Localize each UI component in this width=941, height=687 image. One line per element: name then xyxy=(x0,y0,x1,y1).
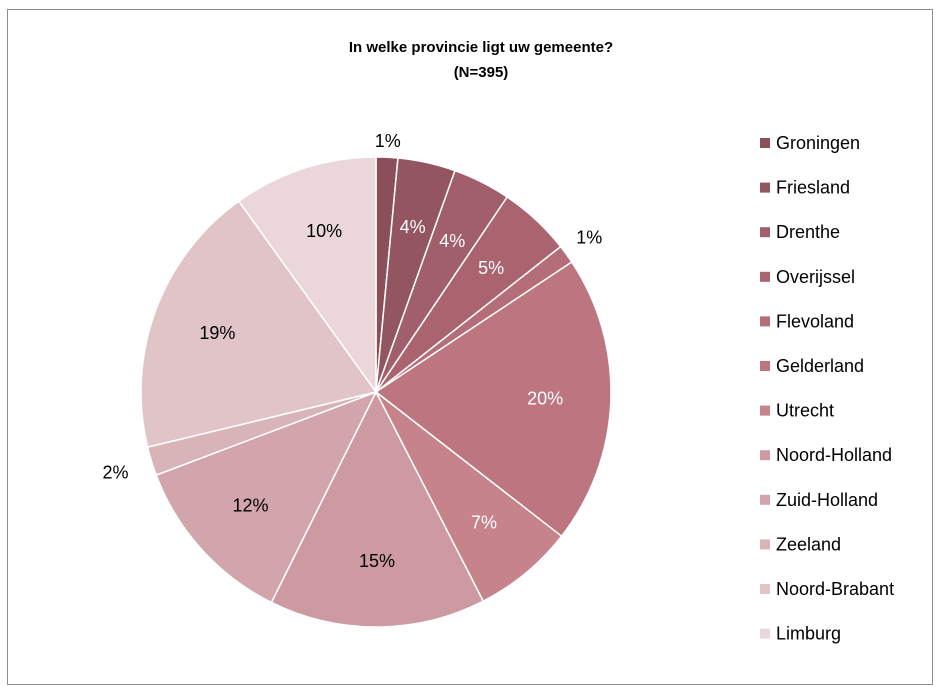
legend-swatch-drenthe xyxy=(760,227,770,238)
legend-label-friesland: Friesland xyxy=(776,178,850,198)
legend: Groningen Friesland Drenthe Overijssel Flevo… xyxy=(760,133,894,644)
legend-label-drenthe: Drenthe xyxy=(776,222,840,242)
legend-label-overijssel: Overijssel xyxy=(776,267,855,287)
chart-title: In welke provincie ligt uw gemeente? xyxy=(349,39,613,56)
legend-swatch-gelderland xyxy=(760,361,770,371)
legend-swatch-noord-holland xyxy=(760,450,770,461)
chart-subtitle: (N=395) xyxy=(454,64,509,81)
pie-slice-zuid-holland xyxy=(155,390,378,604)
slice-label-groningen: 1% xyxy=(375,131,401,151)
legend-label-limburg: Limburg xyxy=(776,624,841,644)
pie-slices xyxy=(140,156,612,628)
slice-label-noord-holland: 15% xyxy=(359,551,395,571)
legend-swatch-groningen xyxy=(760,138,770,148)
slice-label-overijssel: 5% xyxy=(478,258,504,278)
legend-swatch-overijssel xyxy=(760,271,770,282)
pie-slice-gelderland xyxy=(374,261,612,538)
pie-slice-noord-holland xyxy=(270,390,485,628)
legend-label-groningen: Groningen xyxy=(776,133,860,153)
legend-swatch-friesland xyxy=(760,182,770,193)
legend-label-zuid-holland: Zuid-Holland xyxy=(776,490,878,510)
pie-slice-noord-brabant xyxy=(140,200,378,449)
slice-label-utrecht: 7% xyxy=(471,512,497,532)
slice-label-noord-brabant: 19% xyxy=(199,323,235,343)
slice-label-gelderland: 20% xyxy=(527,388,563,408)
legend-label-noord-brabant: Noord-Brabant xyxy=(776,579,894,599)
slice-label-friesland: 4% xyxy=(400,217,426,237)
slice-label-flevoland: 1% xyxy=(576,228,602,248)
pie-slice-limburg xyxy=(237,156,377,395)
legend-label-gelderland: Gelderland xyxy=(776,356,864,376)
pie-labels: 1% 4% 4% 5% 1% 20% 7% 15% 12% 2% 19% 10% xyxy=(103,131,603,571)
legend-swatch-noord-brabant xyxy=(760,584,770,594)
legend-swatch-zuid-holland xyxy=(760,494,770,505)
legend-swatch-limburg xyxy=(760,628,770,639)
legend-swatch-flevoland xyxy=(760,316,770,327)
slice-label-limburg: 10% xyxy=(306,221,342,241)
legend-label-flevoland: Flevoland xyxy=(776,311,854,331)
legend-label-zeeland: Zeeland xyxy=(776,534,841,554)
legend-swatch-zeeland xyxy=(760,539,770,550)
slice-label-zeeland: 2% xyxy=(103,462,129,482)
pie-slice-utrecht xyxy=(375,391,563,603)
slice-label-drenthe: 4% xyxy=(439,231,465,251)
slice-label-zuid-holland: 12% xyxy=(233,496,269,516)
legend-swatch-utrecht xyxy=(760,405,770,416)
legend-label-noord-holland: Noord-Holland xyxy=(776,445,892,465)
legend-label-utrecht: Utrecht xyxy=(776,401,834,421)
